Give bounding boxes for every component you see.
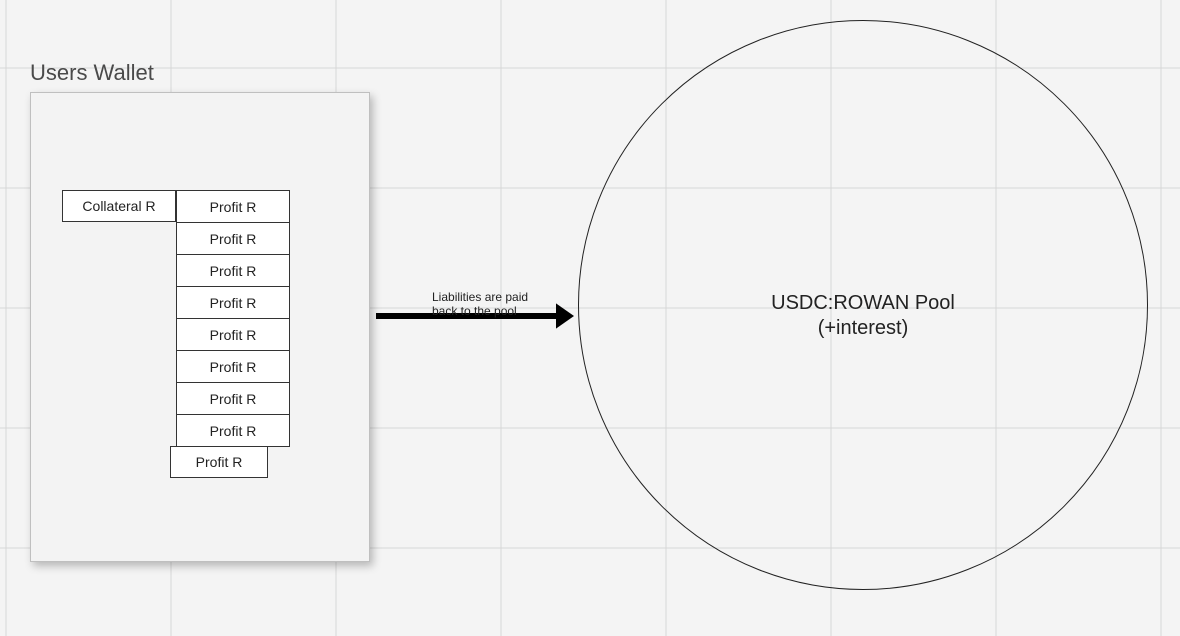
profit-cell: Profit R bbox=[176, 350, 290, 383]
profit-cell: Profit R bbox=[176, 190, 290, 223]
collateral-cell: Collateral R bbox=[62, 190, 176, 222]
wallet-title: Users Wallet bbox=[30, 60, 154, 86]
pool-label: USDC:ROWAN Pool (+interest) bbox=[771, 291, 955, 341]
profit-cell: Profit R bbox=[176, 286, 290, 319]
diagram-canvas: Users Wallet Collateral R Profit R Profi… bbox=[0, 0, 1180, 636]
pool-label-line1: USDC:ROWAN Pool bbox=[771, 292, 955, 314]
pool-label-line2: (+interest) bbox=[818, 317, 909, 339]
profit-cell: Profit R bbox=[176, 318, 290, 351]
profit-cell: Profit R bbox=[176, 382, 290, 415]
profit-cell: Profit R bbox=[176, 414, 290, 447]
profit-cell-last: Profit R bbox=[170, 446, 268, 478]
profit-cell: Profit R bbox=[176, 254, 290, 287]
profit-cell: Profit R bbox=[176, 222, 290, 255]
pool-circle: USDC:ROWAN Pool (+interest) bbox=[578, 20, 1148, 590]
arrow-label: Liabilities are paid back to the pool bbox=[432, 290, 528, 319]
